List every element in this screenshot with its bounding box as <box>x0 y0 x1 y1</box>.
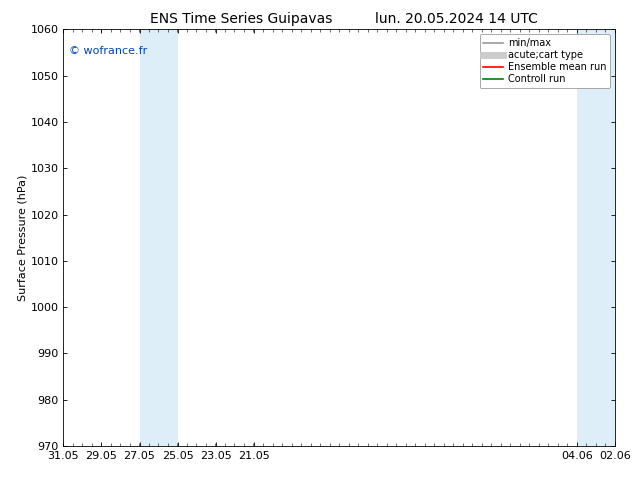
Text: © wofrance.fr: © wofrance.fr <box>69 46 147 56</box>
Y-axis label: Surface Pressure (hPa): Surface Pressure (hPa) <box>18 174 28 301</box>
Bar <box>158 29 178 446</box>
Text: ENS Time Series Guipavas: ENS Time Series Guipavas <box>150 12 332 26</box>
Legend: min/max, acute;cart type, Ensemble mean run, Controll run: min/max, acute;cart type, Ensemble mean … <box>479 34 610 88</box>
Bar <box>139 29 158 446</box>
Bar <box>577 29 596 446</box>
Text: lun. 20.05.2024 14 UTC: lun. 20.05.2024 14 UTC <box>375 12 538 26</box>
Bar <box>596 29 615 446</box>
